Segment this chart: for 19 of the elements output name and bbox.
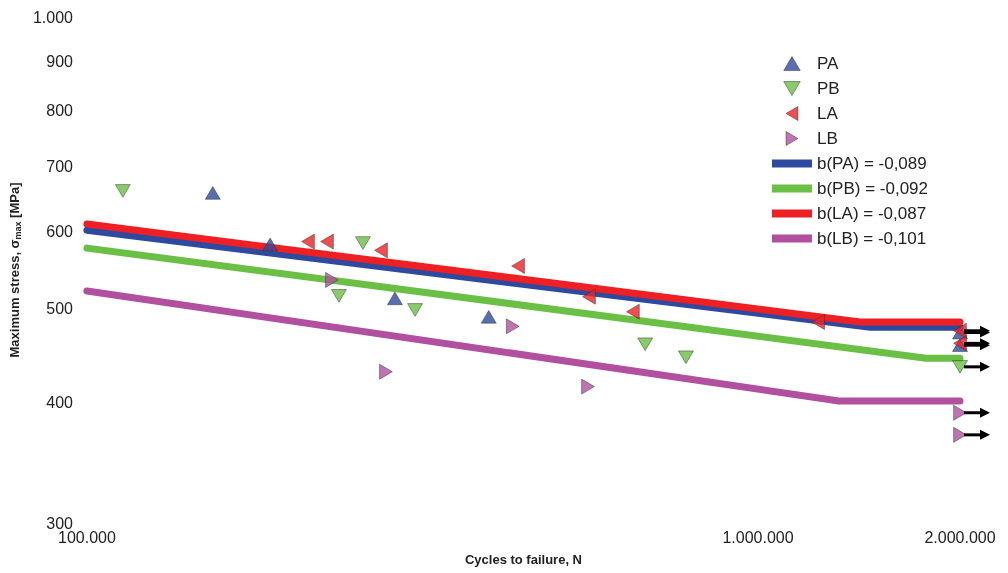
y-tick-label: 500 xyxy=(46,299,74,317)
legend-label: b(PB) = -0,092 xyxy=(816,179,928,198)
y-tick-label: 700 xyxy=(46,158,74,176)
legend-label: LB xyxy=(816,129,838,148)
y-axis-title: Maximum stress, σmax [MPa] xyxy=(7,182,23,358)
legend-label: b(LA) = -0,087 xyxy=(816,204,927,223)
legend-label: PB xyxy=(816,79,840,98)
y-tick-label: 400 xyxy=(46,393,74,411)
x-tick-label: 2.000.000 xyxy=(924,528,996,546)
y-tick-label: 800 xyxy=(46,102,74,120)
legend-label: LA xyxy=(816,104,839,123)
legend-label: b(LB) = -0,101 xyxy=(816,229,927,248)
legend-label: PA xyxy=(816,54,840,73)
x-axis-title: Cycles to failure, N xyxy=(464,552,582,567)
x-tick-label: 1.000.000 xyxy=(722,528,794,546)
y-tick-label: 900 xyxy=(46,52,74,70)
legend-label: b(PA) = -0,089 xyxy=(816,154,927,173)
y-tick-label: 1.000 xyxy=(32,8,74,26)
y-tick-label: 600 xyxy=(46,223,74,241)
